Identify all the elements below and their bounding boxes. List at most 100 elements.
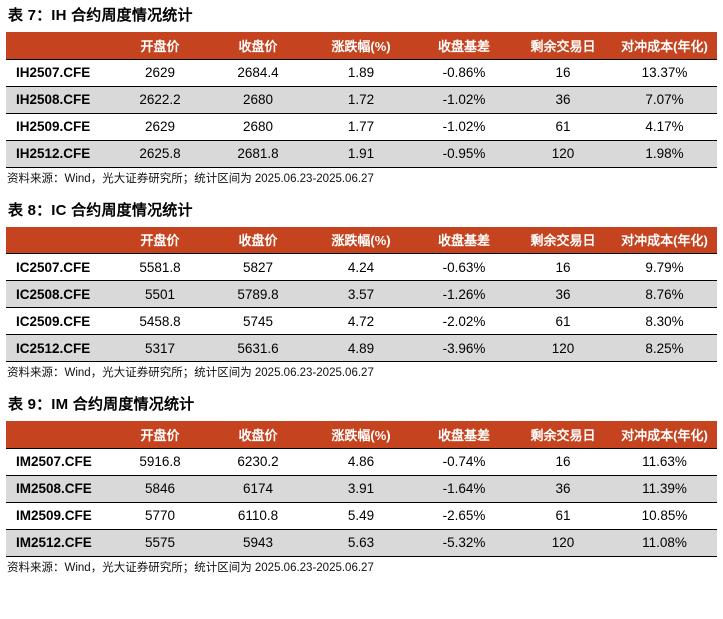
header-cell-days: 剩余交易日 [514, 32, 612, 60]
close-cell: 5631.6 [208, 334, 308, 362]
days-cell: 16 [514, 448, 612, 476]
hedge-cost-cell: 7.07% [612, 86, 717, 114]
change-cell: 3.57 [308, 280, 414, 308]
close-cell: 6110.8 [208, 502, 308, 530]
contract-cell: IM2508.CFE [6, 475, 112, 503]
close-cell: 6230.2 [208, 448, 308, 476]
source-note: 资料来源：Wind，光大证券研究所；统计区间为 2025.06.23-2025.… [7, 561, 374, 574]
basis-cell: -0.63% [414, 253, 514, 281]
open-cell: 5501 [112, 280, 208, 308]
days-cell: 36 [514, 86, 612, 114]
table-section-im: 表 9：IM 合约周度情况统计 开盘价 收盘价 涨跌幅(%) 收盘基差 剩余交易… [6, 395, 717, 575]
days-cell: 120 [514, 334, 612, 362]
header-cell-hedge-cost: 对冲成本(年化) [612, 226, 717, 254]
change-cell: 4.72 [308, 307, 414, 335]
hedge-cost-cell: 8.76% [612, 280, 717, 308]
hedge-cost-cell: 4.17% [612, 113, 717, 141]
table-row: IC2507.CFE 5581.8 5827 4.24 -0.63% 16 9.… [6, 253, 717, 281]
days-cell: 61 [514, 307, 612, 335]
close-cell: 2680 [208, 86, 308, 114]
days-cell: 36 [514, 475, 612, 503]
contract-cell: IM2512.CFE [6, 529, 112, 557]
table-row: IM2508.CFE 5846 6174 3.91 -1.64% 36 11.3… [6, 475, 717, 503]
hedge-cost-cell: 10.85% [612, 502, 717, 530]
open-cell: 2625.8 [112, 140, 208, 168]
header-cell-contract [6, 226, 112, 254]
header-cell-change: 涨跌幅(%) [308, 226, 414, 254]
hedge-cost-cell: 8.30% [612, 307, 717, 335]
table-title: 表 9：IM 合约周度情况统计 [8, 396, 195, 413]
change-cell: 4.24 [308, 253, 414, 281]
data-table-im: 开盘价 收盘价 涨跌幅(%) 收盘基差 剩余交易日 对冲成本(年化) IM250… [6, 421, 717, 557]
days-cell: 61 [514, 113, 612, 141]
header-cell-basis: 收盘基差 [414, 226, 514, 254]
source-note: 资料来源：Wind，光大证券研究所；统计区间为 2025.06.23-2025.… [7, 172, 374, 185]
open-cell: 2629 [112, 59, 208, 87]
basis-cell: -5.32% [414, 529, 514, 557]
change-cell: 4.86 [308, 448, 414, 476]
change-cell: 1.89 [308, 59, 414, 87]
header-cell-days: 剩余交易日 [514, 226, 612, 254]
days-cell: 36 [514, 280, 612, 308]
hedge-cost-cell: 1.98% [612, 140, 717, 168]
open-cell: 5846 [112, 475, 208, 503]
days-cell: 120 [514, 140, 612, 168]
change-cell: 1.91 [308, 140, 414, 168]
close-cell: 2681.8 [208, 140, 308, 168]
hedge-cost-cell: 11.39% [612, 475, 717, 503]
change-cell: 1.72 [308, 86, 414, 114]
header-cell-change: 涨跌幅(%) [308, 421, 414, 449]
header-cell-basis: 收盘基差 [414, 32, 514, 60]
basis-cell: -2.02% [414, 307, 514, 335]
hedge-cost-cell: 9.79% [612, 253, 717, 281]
basis-cell: -1.64% [414, 475, 514, 503]
header-row: 开盘价 收盘价 涨跌幅(%) 收盘基差 剩余交易日 对冲成本(年化) [6, 421, 717, 449]
open-cell: 5770 [112, 502, 208, 530]
open-cell: 5575 [112, 529, 208, 557]
contract-cell: IM2507.CFE [6, 448, 112, 476]
header-row: 开盘价 收盘价 涨跌幅(%) 收盘基差 剩余交易日 对冲成本(年化) [6, 32, 717, 60]
header-cell-open: 开盘价 [112, 421, 208, 449]
header-cell-change: 涨跌幅(%) [308, 32, 414, 60]
table-title: 表 8：IC 合约周度情况统计 [8, 201, 193, 219]
header-row: 开盘价 收盘价 涨跌幅(%) 收盘基差 剩余交易日 对冲成本(年化) [6, 226, 717, 254]
change-cell: 3.91 [308, 475, 414, 503]
days-cell: 120 [514, 529, 612, 557]
header-cell-hedge-cost: 对冲成本(年化) [612, 421, 717, 449]
header-cell-basis: 收盘基差 [414, 421, 514, 449]
open-cell: 5581.8 [112, 253, 208, 281]
contract-cell: IC2509.CFE [6, 307, 112, 335]
hedge-cost-cell: 13.37% [612, 59, 717, 87]
table-row: IH2507.CFE 2629 2684.4 1.89 -0.86% 16 13… [6, 59, 717, 87]
basis-cell: -1.26% [414, 280, 514, 308]
basis-cell: -2.65% [414, 502, 514, 530]
open-cell: 2622.2 [112, 86, 208, 114]
header-cell-open: 开盘价 [112, 32, 208, 60]
header-cell-hedge-cost: 对冲成本(年化) [612, 32, 717, 60]
source-note: 资料来源：Wind，光大证券研究所；统计区间为 2025.06.23-2025.… [7, 367, 374, 379]
contract-cell: IH2508.CFE [6, 86, 112, 114]
header-cell-contract [6, 421, 112, 449]
contract-cell: IH2507.CFE [6, 59, 112, 87]
contract-cell: IC2508.CFE [6, 280, 112, 308]
contract-cell: IH2512.CFE [6, 140, 112, 168]
close-cell: 2680 [208, 113, 308, 141]
basis-cell: -1.02% [414, 86, 514, 114]
data-table-ih: 开盘价 收盘价 涨跌幅(%) 收盘基差 剩余交易日 对冲成本(年化) IH250… [6, 32, 717, 168]
table-row: IH2512.CFE 2625.8 2681.8 1.91 -0.95% 120… [6, 140, 717, 168]
close-cell: 5745 [208, 307, 308, 335]
data-table-ic: 开盘价 收盘价 涨跌幅(%) 收盘基差 剩余交易日 对冲成本(年化) IC250… [6, 226, 717, 362]
contract-cell: IC2507.CFE [6, 253, 112, 281]
header-cell-close: 收盘价 [208, 32, 308, 60]
basis-cell: -1.02% [414, 113, 514, 141]
hedge-cost-cell: 11.08% [612, 529, 717, 557]
open-cell: 5916.8 [112, 448, 208, 476]
close-cell: 2684.4 [208, 59, 308, 87]
table-row: IM2512.CFE 5575 5943 5.63 -5.32% 120 11.… [6, 529, 717, 557]
table-row: IM2509.CFE 5770 6110.8 5.49 -2.65% 61 10… [6, 502, 717, 530]
close-cell: 5943 [208, 529, 308, 557]
close-cell: 5827 [208, 253, 308, 281]
table-row: IH2509.CFE 2629 2680 1.77 -1.02% 61 4.17… [6, 113, 717, 141]
change-cell: 5.63 [308, 529, 414, 557]
